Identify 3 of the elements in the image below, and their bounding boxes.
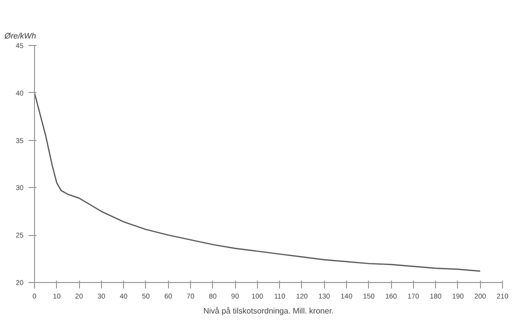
x-axis-title: Nivå på tilskotsordninga. Mill. kroner. <box>203 306 334 316</box>
y-axis-title: Øre/kWh <box>4 32 37 40</box>
line-series <box>34 92 481 272</box>
